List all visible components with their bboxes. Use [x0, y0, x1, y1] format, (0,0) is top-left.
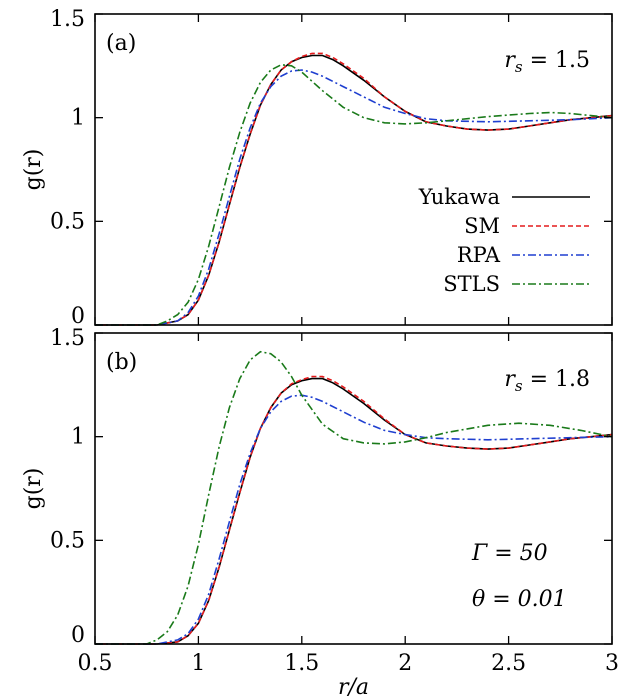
rs-var: r: [504, 48, 516, 73]
legend: Yukawa SM RPA STLS: [418, 185, 590, 296]
y-tick-label: 0: [71, 304, 85, 329]
y-axis-label: g(r): [21, 149, 46, 191]
theta-annotation: θ = 0.01: [472, 587, 567, 612]
series-line-stls: [95, 63, 613, 326]
x-tick-label: 2.5: [491, 651, 526, 676]
legend-label-yukawa: Yukawa: [418, 185, 500, 209]
rs-var: r: [504, 367, 516, 392]
x-tick-label: 1.5: [284, 651, 319, 676]
rs-sub: s: [515, 377, 523, 395]
y-tick-label: 0: [71, 623, 85, 648]
y-tick-label: 0.5: [50, 528, 85, 553]
panel-b: 0 0.5 1 1.5 g(r) (b) rs = 1.8 Γ = 50 θ = 0.01 0.5…: [21, 326, 619, 700]
rs-value: = 1.8: [523, 367, 590, 392]
series-line-rpa: [95, 69, 613, 326]
panel-label: (b): [106, 350, 137, 375]
series-line-yukawa: [95, 377, 613, 645]
series-line-sm: [95, 52, 613, 326]
panel-a: 0 0.5 1 1.5 g(r) (a) rs = 1.5 Yukawa SM RPA STLS: [21, 7, 613, 329]
y-tick-label: 0.5: [50, 209, 85, 234]
x-axis-label: r/a: [338, 675, 369, 700]
plot-frame: [94, 332, 613, 645]
y-tick-label: 1: [71, 106, 85, 131]
series-line-rpa: [95, 394, 613, 645]
series-group: [95, 52, 613, 326]
legend-label-stls: STLS: [443, 272, 500, 296]
y-tick-label: 1: [71, 425, 85, 450]
x-tick-label: 3: [605, 651, 619, 676]
y-tick-label: 1.5: [50, 326, 85, 351]
series-line-stls: [95, 350, 613, 645]
legend-label-sm: SM: [464, 214, 500, 238]
rs-annotation: rs = 1.8: [504, 367, 590, 395]
legend-label-rpa: RPA: [457, 243, 501, 267]
y-axis-label: g(r): [21, 468, 46, 510]
x-tick-label: 2: [398, 651, 412, 676]
plot-frame: [94, 13, 613, 326]
rs-sub: s: [515, 58, 523, 76]
panel-label: (a): [106, 31, 136, 56]
x-tick-label: 1: [191, 651, 205, 676]
series-group: [95, 350, 613, 645]
rs-value: = 1.5: [523, 48, 590, 73]
gamma-annotation: Γ = 50: [471, 541, 548, 566]
rs-annotation: rs = 1.5: [504, 48, 590, 76]
y-tick-label: 1.5: [50, 7, 85, 32]
x-tick-label: 0.5: [78, 651, 113, 676]
